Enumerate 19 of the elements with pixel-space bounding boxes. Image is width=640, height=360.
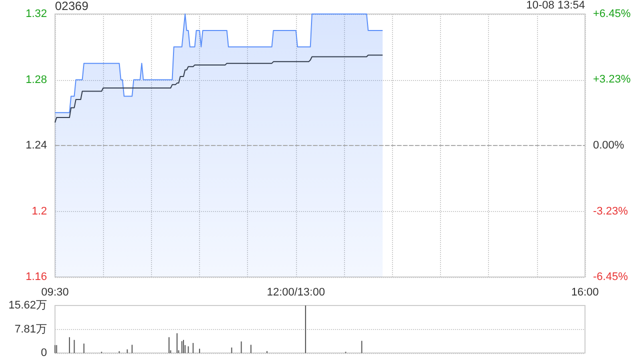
- y-tick-label: 7.81万: [14, 323, 47, 336]
- y2-tick-label: +3.23%: [593, 74, 631, 86]
- y-tick-label: 15.62万: [8, 300, 47, 312]
- y-tick-label: 1.2: [32, 205, 47, 218]
- y2-tick-label: 0.00%: [593, 140, 624, 152]
- y2-tick-label: -3.23%: [593, 205, 628, 218]
- y-tick-label: 1.16: [26, 271, 47, 283]
- x-tick-label: 12:00/13:00: [266, 286, 325, 298]
- y-tick-label: 0: [40, 347, 47, 359]
- y-tick-label: 1.24: [26, 140, 47, 152]
- text: 10-08 13:54: [526, 0, 585, 12]
- y2-tick-label: -6.45%: [593, 271, 628, 283]
- x-tick-label: 16:00: [571, 286, 599, 298]
- chart-title: 02369: [55, 0, 89, 13]
- x-tick-label: 09:30: [41, 286, 69, 298]
- y2-tick-label: +6.45%: [593, 8, 631, 20]
- y-tick-label: 1.32: [26, 8, 47, 20]
- y-tick-label: 1.28: [26, 74, 47, 86]
- line-series: [54, 54, 384, 123]
